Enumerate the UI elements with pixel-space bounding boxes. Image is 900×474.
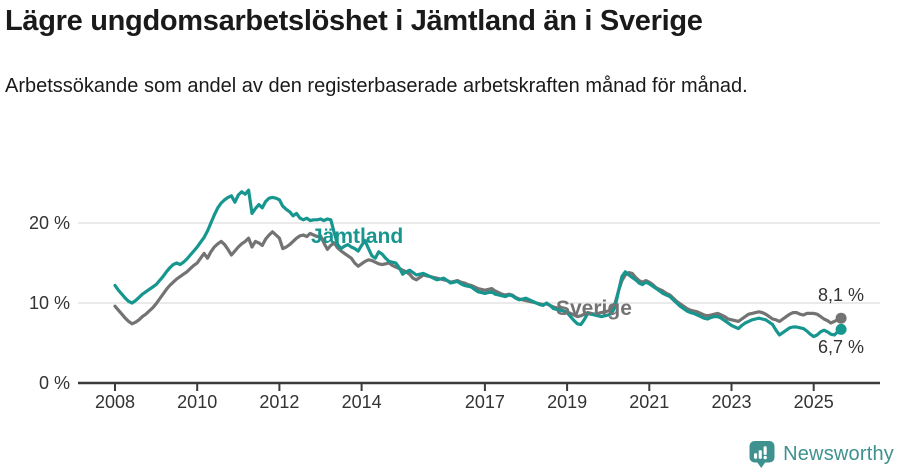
brand-name: Newsworthy: [783, 443, 894, 465]
end-value-label-sverige: 8,1 %: [818, 285, 864, 305]
x-tick-label: 2012: [259, 392, 299, 412]
x-tick-label: 2021: [629, 392, 669, 412]
brand-footer: Newsworthy: [748, 440, 894, 469]
page-title: Lägre ungdomsarbetslöshet i Jämtland än …: [5, 5, 703, 37]
y-tick-label: 10 %: [29, 293, 70, 313]
series-end-dot-sverige: [835, 312, 847, 324]
x-tick-label: 2017: [465, 392, 505, 412]
series-line-jamtland: [113, 188, 843, 339]
axis-layer: 0 % 10 % 20 % 2008 2010 2012 2014 2017 2019 2021 2…: [29, 213, 880, 412]
series-label-sverige: Sverige: [556, 297, 632, 320]
series-layer: [113, 188, 847, 339]
end-value-label-jamtland: 6,7 %: [818, 337, 864, 357]
x-tick-label: 2019: [547, 392, 587, 412]
series-label-jamtland: Jämtland: [311, 225, 403, 248]
x-tick-label: 2014: [342, 392, 382, 412]
y-tick-label: 20 %: [29, 213, 70, 233]
newsworthy-logo-icon: [749, 441, 775, 468]
series-line-sverige: [113, 230, 843, 326]
x-tick-label: 2025: [794, 392, 834, 412]
x-tick-label: 2008: [95, 392, 135, 412]
annotation-layer: Jämtland 6,7 % Sverige 8,1 %: [311, 225, 864, 357]
x-tick-label: 2023: [711, 392, 751, 412]
page-subtitle: Arbetssökande som andel av den registerb…: [5, 75, 748, 97]
y-tick-label: 0 %: [39, 373, 70, 393]
series-end-dot-jamtland: [835, 323, 847, 335]
x-tick-label: 2010: [177, 392, 217, 412]
